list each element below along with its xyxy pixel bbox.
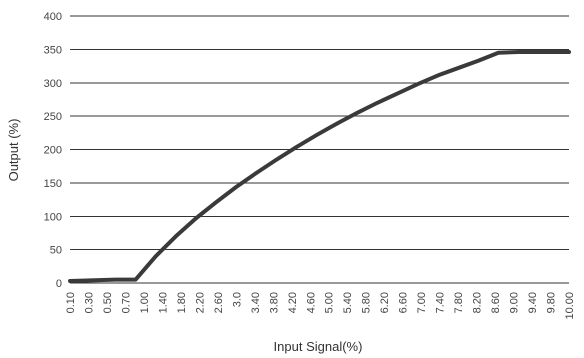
y-axis-title: Output (%) <box>6 119 21 182</box>
y-tick-label: 200 <box>44 145 62 157</box>
x-axis-ticks: 0.10 0.30 0.50 0.70 1.00 1.40 1.80 2.20 2.60 3.0 3… <box>65 292 576 320</box>
x-tick-label: 9.40 <box>527 292 539 313</box>
y-axis-ticks: 0 50 100 150 200 250 300 350 400 <box>44 11 62 290</box>
x-tick-label: 3.0 <box>231 292 243 307</box>
gridlines <box>70 15 569 284</box>
x-tick-label: 9.80 <box>546 292 558 313</box>
x-tick-label: 2.20 <box>194 292 206 313</box>
x-tick-label: 0.70 <box>120 292 132 313</box>
x-tick-label: 0.10 <box>65 292 77 313</box>
x-tick-label: 1.00 <box>139 292 151 313</box>
x-tick-label: 2.60 <box>213 292 225 313</box>
y-tick-label: 300 <box>44 78 62 90</box>
x-tick-label: 6.20 <box>379 292 391 313</box>
y-tick-label: 400 <box>44 11 62 23</box>
x-tick-label: 4.20 <box>287 292 299 313</box>
x-tick-label: 7.80 <box>453 292 465 313</box>
x-tick-label: 5.40 <box>342 292 354 313</box>
y-tick-label: 250 <box>44 111 62 123</box>
x-tick-label: 6.60 <box>398 292 410 313</box>
x-axis-title: Input Signal(%) <box>274 339 363 354</box>
x-tick-label: 0.30 <box>83 292 95 313</box>
x-tick-label: 9.00 <box>509 292 521 313</box>
y-tick-label: 150 <box>44 178 62 190</box>
x-tick-label: 7.40 <box>435 292 447 313</box>
x-tick-label: 8.60 <box>490 292 502 313</box>
x-tick-label: 8.20 <box>472 292 484 313</box>
x-tick-label: 3.40 <box>250 292 262 313</box>
x-tick-label: 10.00 <box>564 292 576 320</box>
x-tick-label: 1.40 <box>157 292 169 313</box>
x-tick-label: 1.80 <box>176 292 188 313</box>
x-tick-label: 7.00 <box>416 292 428 313</box>
x-tick-label: 5.80 <box>361 292 373 313</box>
y-tick-label: 0 <box>56 278 62 290</box>
x-tick-label: 0.50 <box>102 292 114 313</box>
y-tick-label: 100 <box>44 211 62 223</box>
series-line-0 <box>68 50 571 283</box>
x-tick-label: 5.00 <box>324 292 336 313</box>
y-tick-label: 350 <box>44 44 62 56</box>
x-tick-label: 4.60 <box>305 292 317 313</box>
series-layer <box>68 50 571 283</box>
y-tick-label: 50 <box>50 245 62 257</box>
x-tick-label: 3.80 <box>268 292 280 313</box>
